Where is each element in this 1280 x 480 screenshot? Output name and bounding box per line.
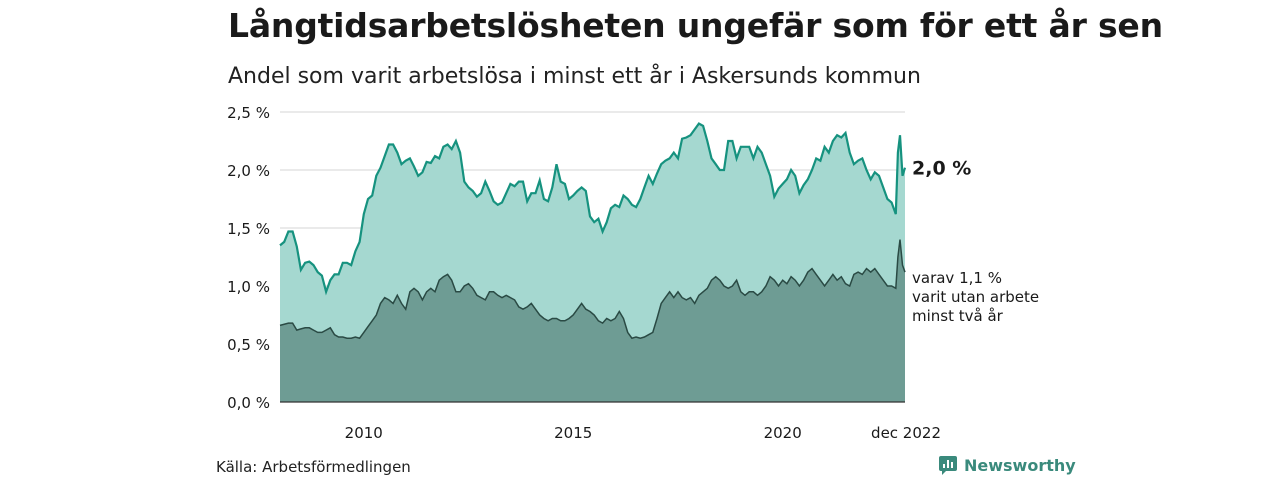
x-axis-ticks: 2010 2015 2020 dec 2022 [345, 424, 941, 442]
y-tick-label: 0,0 % [227, 394, 270, 412]
x-tick-label: 2010 [345, 424, 383, 442]
total-end-label: 2,0 % [912, 158, 971, 180]
y-tick-label: 2,5 % [227, 104, 270, 122]
chart-title: Långtidsarbetslösheten ungefär som för e… [228, 6, 1163, 45]
x-tick-label: dec 2022 [871, 424, 941, 442]
x-tick-label: 2015 [554, 424, 592, 442]
long-term-label-line1: varav 1,1 % [912, 269, 1002, 287]
long-term-area [280, 239, 905, 402]
y-tick-label: 0,5 % [227, 336, 270, 354]
x-tick-label: 2020 [764, 424, 802, 442]
y-tick-label: 1,0 % [227, 278, 270, 296]
y-tick-label: 1,5 % [227, 220, 270, 238]
long-term-label-line2: varit utan arbete [912, 288, 1039, 306]
total-line [279, 122, 907, 296]
newsworthy-icon [939, 456, 957, 475]
chart-subtitle: Andel som varit arbetslösa i minst ett å… [228, 64, 921, 89]
source-note: Källa: Arbetsförmedlingen [216, 458, 411, 476]
y-axis-ticks: 0,0 % 0,5 % 1,0 % 1,5 % 2,0 % 2,5 % [227, 104, 270, 412]
long-term-label-line3: minst två år [912, 307, 1004, 325]
brand-logo: Newsworthy [938, 455, 1076, 475]
brand-name: Newsworthy [964, 455, 1076, 475]
y-tick-label: 2,0 % [227, 162, 270, 180]
long-term-line [279, 239, 906, 340]
